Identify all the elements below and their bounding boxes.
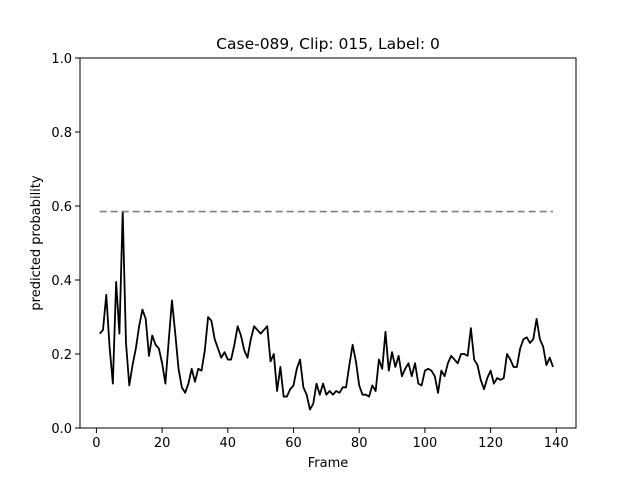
x-tick-label: 120 (478, 436, 503, 451)
chart-title: Case-089, Clip: 015, Label: 0 (216, 35, 440, 53)
plot-area (99, 210, 554, 411)
probability-series-line (99, 210, 554, 411)
y-tick-label: 0.8 (51, 126, 72, 141)
x-tick-label: 40 (220, 436, 237, 451)
y-axis: 0.0 0.2 0.4 0.6 0.8 1.0 (51, 52, 80, 437)
y-axis-label: predicted probability (29, 175, 44, 310)
plot-frame (79, 57, 577, 429)
y-tick-label: 1.0 (51, 52, 72, 67)
x-axis-label: Frame (308, 456, 349, 471)
x-tick-label: 140 (544, 436, 569, 451)
x-tick-label: 80 (351, 436, 368, 451)
y-tick-label: 0.4 (51, 274, 72, 289)
y-tick-label: 0.2 (51, 348, 72, 363)
x-tick-label: 60 (285, 436, 302, 451)
x-tick-label: 0 (92, 436, 100, 451)
y-tick-label: 0.6 (51, 200, 72, 215)
x-tick-label: 100 (412, 436, 437, 451)
x-axis: 0 20 40 60 80 100 120 140 (92, 428, 569, 451)
y-tick-label: 0.0 (51, 422, 72, 437)
x-tick-label: 20 (154, 436, 171, 451)
